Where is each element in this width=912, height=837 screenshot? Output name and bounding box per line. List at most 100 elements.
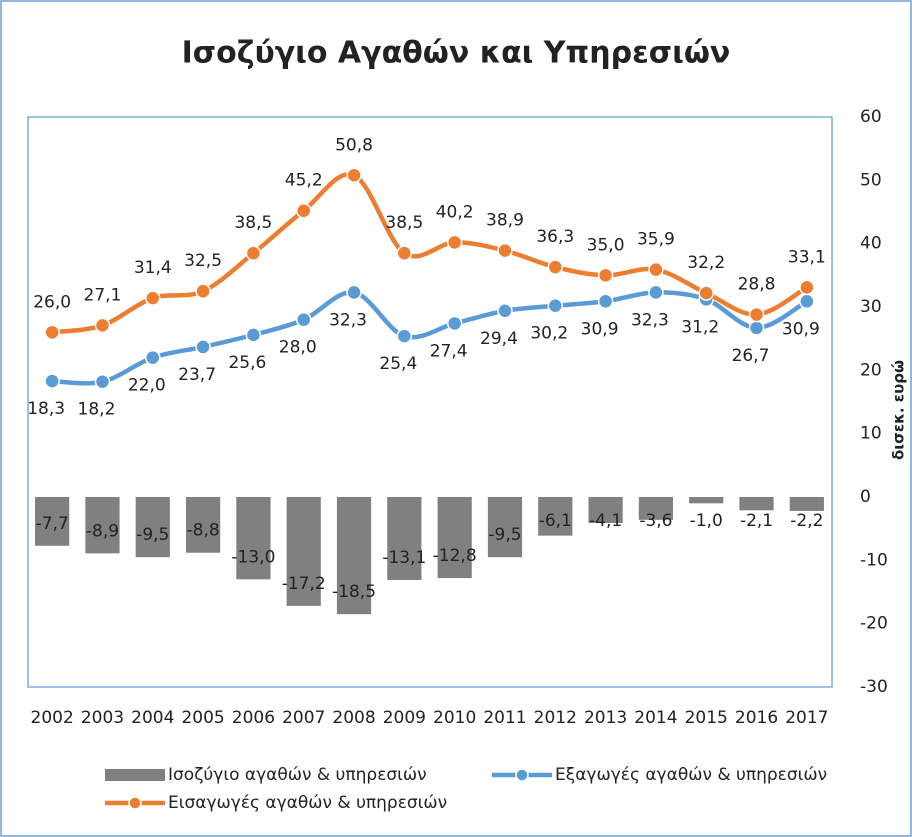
- x-tick-label: 2011: [483, 708, 526, 728]
- data-label: -6,1: [539, 511, 572, 531]
- bar: [236, 497, 271, 580]
- y-axis-label: δισεκ. ευρώ: [890, 360, 908, 460]
- y-tick-label: 40: [860, 234, 882, 254]
- y-tick-label: 50: [860, 170, 882, 190]
- data-label: -13,1: [382, 548, 426, 568]
- y-tick-label: 10: [860, 424, 882, 444]
- bar: [789, 497, 824, 511]
- data-label: -9,5: [136, 525, 169, 545]
- x-tick-label: 2008: [332, 708, 375, 728]
- marker: [497, 242, 513, 259]
- data-label: -9,5: [488, 525, 521, 545]
- marker: [547, 259, 564, 275]
- marker: [597, 293, 614, 310]
- line: [52, 290, 809, 386]
- marker: [145, 349, 161, 366]
- data-label: 36,3: [536, 227, 574, 247]
- data-label: 32,2: [687, 253, 725, 273]
- bar: [85, 497, 120, 554]
- marker: [597, 267, 614, 284]
- marker: [748, 306, 765, 323]
- data-label: -13,0: [231, 547, 275, 567]
- marker: [799, 279, 815, 296]
- x-tick-label: 2010: [433, 708, 476, 728]
- data-label: 45,2: [285, 171, 323, 191]
- data-label: 26,7: [732, 346, 770, 366]
- data-label: 22,0: [128, 376, 166, 396]
- data-label: 40,2: [436, 202, 474, 222]
- marker: [396, 328, 413, 344]
- x-tick-label: 2003: [81, 708, 124, 728]
- plot-frame: [27, 116, 833, 688]
- y-tick-label: -10: [860, 550, 888, 570]
- marker: [346, 284, 362, 301]
- data-label: 28,8: [738, 275, 776, 295]
- bar: [387, 497, 422, 580]
- x-tick-label: 2004: [131, 708, 174, 728]
- marker: [245, 327, 262, 343]
- data-label: -4,1: [589, 511, 622, 531]
- legend-swatch: [105, 769, 165, 781]
- x-tick-label: 2005: [181, 708, 224, 728]
- marker: [195, 283, 211, 299]
- y-tick-label: 60: [860, 107, 882, 127]
- data-label: 30,9: [782, 319, 820, 339]
- x-tick-label: 2013: [584, 708, 627, 728]
- data-label: 35,0: [587, 235, 625, 255]
- bar: [135, 497, 170, 558]
- marker: [648, 261, 664, 278]
- marker: [497, 303, 513, 319]
- data-label: 27,1: [84, 285, 122, 305]
- data-label: 28,0: [279, 338, 317, 358]
- data-label: 38,5: [385, 213, 423, 233]
- data-label: 29,4: [480, 329, 518, 349]
- marker: [346, 167, 362, 184]
- bar: [35, 497, 70, 546]
- marker: [195, 339, 211, 355]
- data-label: 32,3: [329, 310, 367, 330]
- bar: [638, 497, 674, 520]
- legend-marker: [515, 768, 529, 782]
- marker: [44, 324, 60, 341]
- bar: [336, 497, 372, 615]
- x-tick-label: 2016: [735, 708, 778, 728]
- bar: [588, 497, 623, 523]
- data-label: 35,9: [637, 230, 675, 250]
- legend-label: Εξαγωγές αγαθών & υπηρεσιών: [555, 765, 827, 785]
- data-label: 18,2: [78, 400, 116, 420]
- legend-label: Εισαγωγές αγαθών & υπηρεσιών: [168, 793, 447, 813]
- x-tick-label: 2017: [785, 708, 828, 728]
- x-tick-label: 2014: [634, 708, 677, 728]
- data-label: -8,9: [86, 521, 119, 541]
- x-tick-label: 2007: [282, 708, 325, 728]
- data-label: 32,5: [184, 251, 222, 271]
- marker: [94, 317, 111, 334]
- bar: [185, 497, 221, 553]
- marker: [94, 373, 111, 390]
- marker: [295, 311, 312, 328]
- bar: [437, 497, 472, 579]
- data-label: -12,8: [433, 546, 477, 566]
- bar: [689, 497, 724, 504]
- data-label: -1,0: [690, 511, 723, 531]
- legend-label: Ισοζύγιο αγαθών & υπηρεσιών: [168, 765, 427, 785]
- marker: [698, 285, 714, 301]
- marker: [145, 290, 161, 306]
- line: [51, 171, 809, 335]
- x-tick-label: 2009: [383, 708, 426, 728]
- marker: [446, 234, 463, 251]
- chart-title: Ισοζύγιο Αγαθών και Υπηρεσιών: [182, 36, 731, 71]
- data-label: 18,3: [27, 399, 65, 419]
- x-tick-label: 2012: [534, 708, 577, 728]
- bar: [739, 497, 774, 511]
- marker: [44, 373, 60, 389]
- x-tick-label: 2002: [31, 708, 74, 728]
- y-tick-label: -20: [860, 614, 888, 634]
- data-label: -18,5: [332, 582, 376, 602]
- data-label: 38,5: [234, 213, 272, 233]
- marker: [648, 284, 664, 301]
- data-label: -8,8: [187, 521, 220, 541]
- x-tick-label: 2015: [685, 708, 728, 728]
